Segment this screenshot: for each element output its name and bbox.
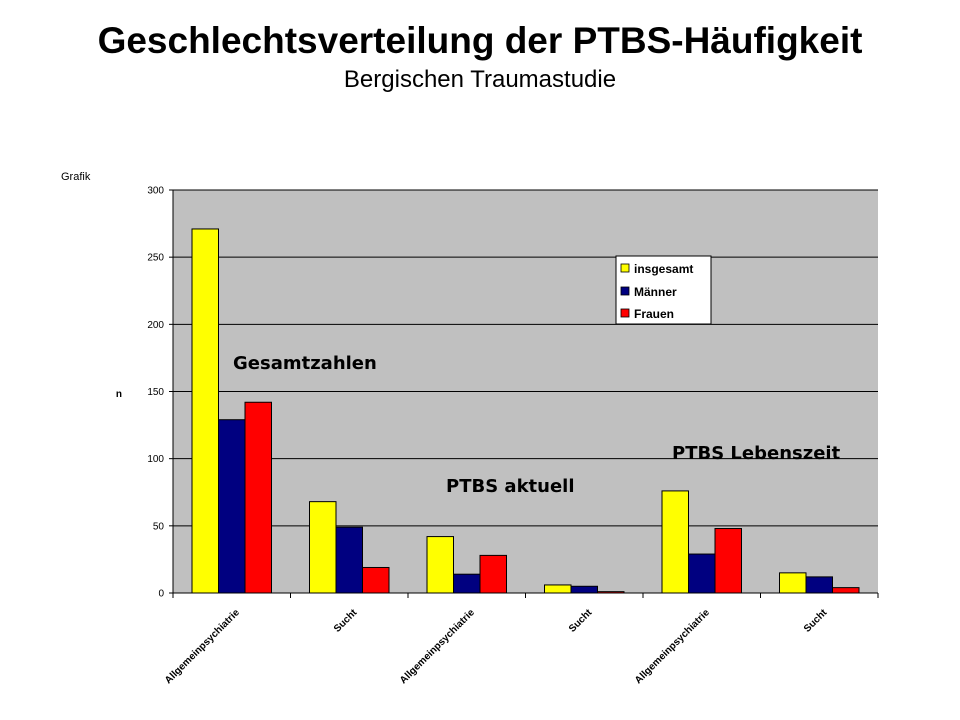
annotation-ptbs-lebenszeit: PTBS Lebenszeit [672,443,841,464]
slide-subtitle: Bergischen Traumastudie [343,66,617,93]
y-tick-label: 150 [147,387,164,398]
bar [544,584,572,594]
legend-box [615,255,712,325]
bar [714,528,742,594]
slide-title: Geschlechtsverteilung der PTBS-Häufigkei… [97,20,863,61]
x-category-label: Sucht [802,607,830,635]
legend-label-frauen: Frauen [634,307,674,321]
chart-corner-label: Grafik [61,171,91,183]
bar [805,576,833,594]
bar [335,526,363,594]
bar [426,536,454,594]
x-category-label: Allgemeinpsychiatrie [633,607,712,686]
bar [661,490,689,594]
bar [191,228,219,594]
bar [479,554,507,594]
bar [362,566,390,594]
x-category-label: Sucht [332,607,360,635]
legend-swatch-maenner [620,286,630,296]
bar [688,553,716,594]
bar [779,572,807,594]
bar [832,587,860,594]
y-tick-label: 0 [158,589,164,600]
legend-swatch-frauen [620,308,630,318]
bar [218,419,246,594]
annotation-gesamtzahlen: Gesamtzahlen [233,353,377,374]
x-category-label: Sucht [567,607,595,635]
bar [244,401,272,594]
legend: insgesamt Männer Frauen [615,255,712,325]
bar [453,573,481,594]
y-tick-label: 50 [153,521,165,532]
bar [309,501,337,594]
y-axis-label: n [116,389,122,400]
x-category-label: Allgemeinpsychiatrie [398,607,477,686]
y-tick-label: 250 [147,253,164,264]
annotation-ptbs-aktuell: PTBS aktuell [446,476,575,497]
y-tick-label: 100 [147,454,164,465]
legend-swatch-insgesamt [620,263,630,273]
y-tick-label: 300 [147,186,164,197]
bar [570,585,598,594]
y-tick-label: 200 [147,320,164,331]
legend-label-maenner: Männer [634,285,677,299]
x-category-label: Allgemeinpsychiatrie [163,607,242,686]
legend-label-insgesamt: insgesamt [634,262,693,276]
